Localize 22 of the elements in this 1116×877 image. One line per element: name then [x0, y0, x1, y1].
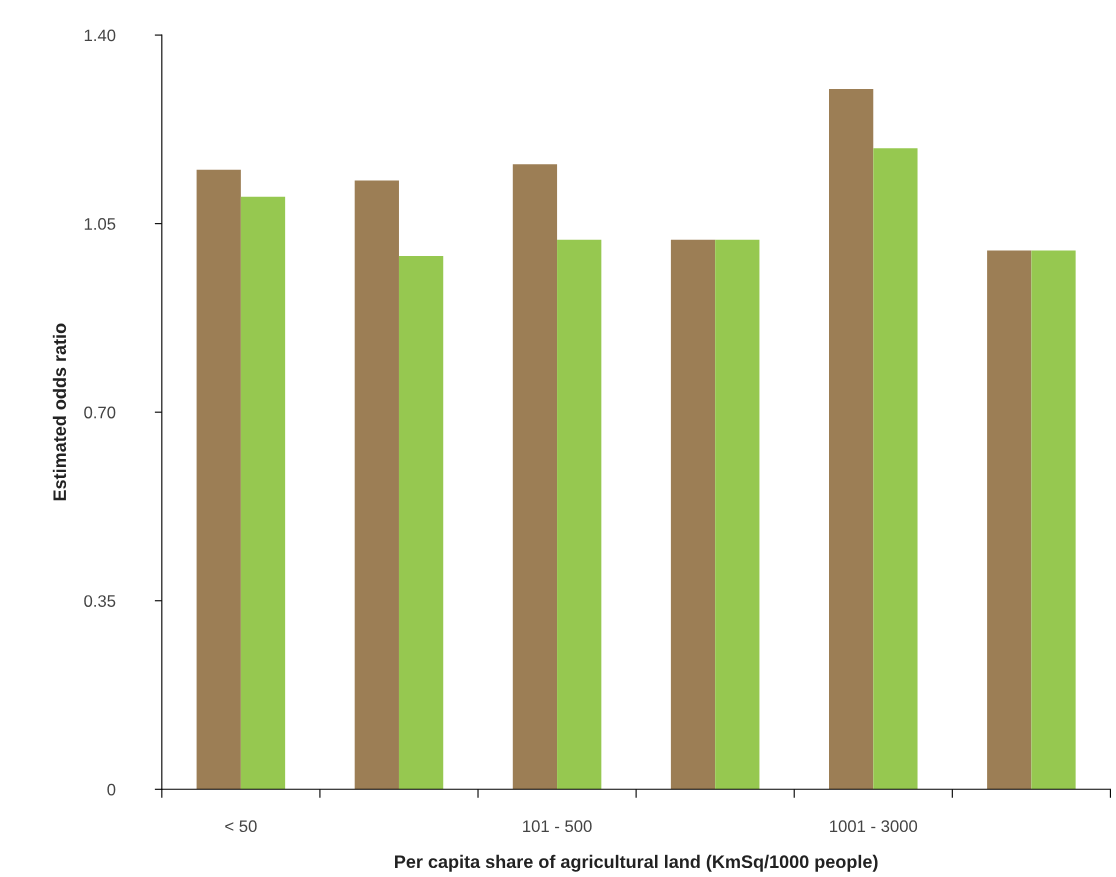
bar: [987, 250, 1032, 790]
bar: [240, 196, 286, 790]
y-tick-label: 0.70: [84, 406, 116, 419]
y-tick-label: 0.35: [84, 595, 116, 607]
bar: [557, 239, 602, 790]
bar: [670, 239, 716, 790]
x-tick-label: 1001 - 3000: [830, 820, 918, 833]
bar: [1031, 250, 1076, 790]
bar: [715, 239, 760, 790]
bar: [398, 255, 444, 790]
bar: [873, 148, 918, 790]
y-tick-label: 1.05: [84, 218, 116, 230]
y-tick-label: 1.40: [84, 29, 116, 42]
bar: [354, 180, 399, 790]
y-tick-label: 0: [107, 783, 116, 796]
x-axis-title: Per capita share of agricultural land (KmSq/1000 people): [395, 854, 878, 872]
bar: [196, 169, 241, 790]
x-tick-label: 101 - 500: [523, 820, 592, 833]
bar: [829, 88, 874, 790]
y-axis-title: Estimated odds ratio: [52, 323, 67, 501]
x-tick-label: < 50: [225, 820, 257, 833]
bar: [512, 164, 558, 790]
